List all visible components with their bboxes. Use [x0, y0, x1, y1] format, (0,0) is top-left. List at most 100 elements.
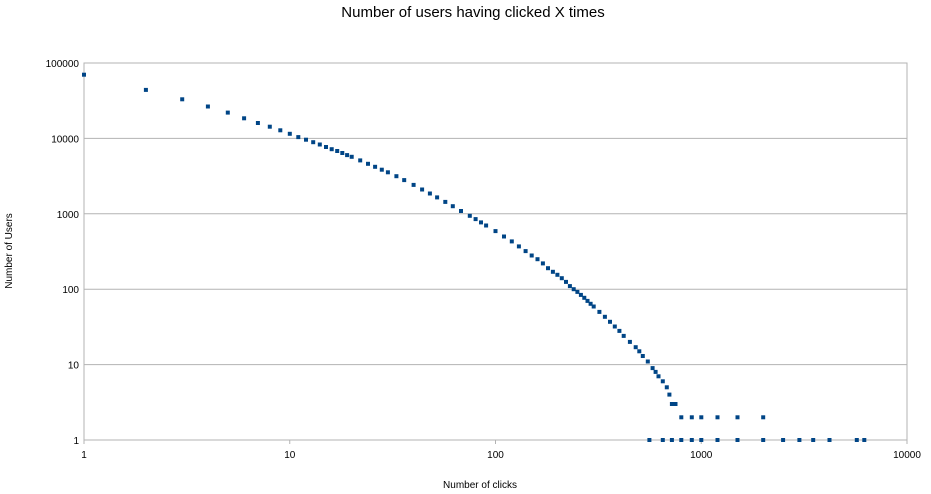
- data-point: [664, 385, 669, 390]
- data-point: [637, 349, 642, 354]
- data-point: [588, 301, 593, 306]
- data-point: [516, 244, 521, 249]
- data-point: [761, 415, 766, 420]
- data-point: [427, 191, 432, 196]
- data-point: [205, 104, 210, 109]
- data-point: [385, 170, 390, 175]
- x-tick-label: 1000: [690, 450, 713, 461]
- data-point: [673, 402, 678, 406]
- data-point: [484, 223, 489, 228]
- data-point: [540, 261, 545, 266]
- data-point: [450, 204, 455, 209]
- data-point: [340, 151, 345, 155]
- data-point: [509, 239, 514, 244]
- data-point: [329, 147, 334, 152]
- data-point: [379, 167, 384, 172]
- data-point: [411, 182, 416, 187]
- data-point: [287, 131, 292, 136]
- data-point: [550, 269, 555, 274]
- data-point: [473, 217, 478, 222]
- data-point: [660, 438, 665, 442]
- data-point: [467, 213, 472, 218]
- x-tick-label: 10: [284, 450, 296, 461]
- data-point: [781, 438, 786, 442]
- data-point: [669, 438, 674, 442]
- data-point: [715, 415, 720, 420]
- data-point: [761, 438, 766, 442]
- data-point: [349, 154, 354, 159]
- data-point: [555, 272, 560, 277]
- data-point: [459, 209, 463, 213]
- data-point: [559, 276, 564, 281]
- data-point: [366, 161, 370, 166]
- data-point: [394, 174, 399, 179]
- data-point: [242, 116, 247, 121]
- data-point: [493, 229, 498, 234]
- data-point: [571, 287, 576, 292]
- data-point: [317, 142, 322, 147]
- data-point: [667, 392, 672, 397]
- x-tick-label: 100: [487, 450, 504, 461]
- data-point: [143, 87, 148, 92]
- data-point: [523, 249, 528, 254]
- data-point: [420, 187, 425, 192]
- data-point: [529, 253, 534, 258]
- data-point: [564, 279, 568, 284]
- data-point: [575, 289, 580, 294]
- data-point: [546, 266, 550, 271]
- data-point: [479, 220, 483, 225]
- data-point: [862, 438, 867, 442]
- data-point: [597, 309, 602, 314]
- data-point: [278, 128, 283, 133]
- y-tick-label: 10000: [51, 134, 79, 145]
- data-point: [827, 438, 832, 442]
- grid-lines: [84, 62, 907, 441]
- data-point: [854, 438, 859, 442]
- data-point: [735, 438, 740, 442]
- data-point: [811, 438, 816, 442]
- data-point: [345, 153, 350, 158]
- data-point: [296, 135, 301, 140]
- data-point: [679, 438, 684, 442]
- data-point: [402, 178, 407, 183]
- y-axis-title: Number of Users: [4, 213, 15, 289]
- data-point: [735, 415, 740, 420]
- y-tick-label: 100: [62, 285, 79, 296]
- data-point: [689, 438, 694, 442]
- data-point: [612, 324, 617, 329]
- data-point: [797, 438, 802, 442]
- data-point: [689, 415, 694, 420]
- data-point: [591, 304, 596, 309]
- data-point: [647, 438, 652, 442]
- x-axis-title: Number of clicks: [443, 480, 517, 491]
- data-point: [535, 257, 540, 262]
- plot-area-frame: [83, 62, 908, 441]
- data-point: [267, 124, 272, 129]
- data-point: [621, 333, 626, 338]
- data-point: [640, 354, 645, 358]
- data-point: [324, 145, 328, 149]
- data-point: [653, 369, 658, 374]
- data-point: [627, 339, 632, 344]
- data-point: [567, 284, 572, 289]
- data-point: [435, 195, 440, 200]
- data-point: [699, 438, 704, 442]
- data-point: [311, 140, 316, 145]
- data-point: [225, 110, 230, 115]
- x-tick-label: 10000: [893, 450, 921, 461]
- data-point: [656, 374, 661, 379]
- data-point: [660, 379, 665, 384]
- data-point: [335, 149, 340, 153]
- data-point: [699, 415, 704, 420]
- data-point: [582, 295, 587, 300]
- data-point: [669, 402, 674, 406]
- data-point: [617, 328, 622, 333]
- data-point: [502, 234, 506, 239]
- data-point: [633, 345, 638, 350]
- data-point: [443, 199, 448, 204]
- data-point: [715, 438, 720, 442]
- data-point: [373, 164, 378, 169]
- data-point: [645, 359, 650, 364]
- data-point: [304, 137, 308, 142]
